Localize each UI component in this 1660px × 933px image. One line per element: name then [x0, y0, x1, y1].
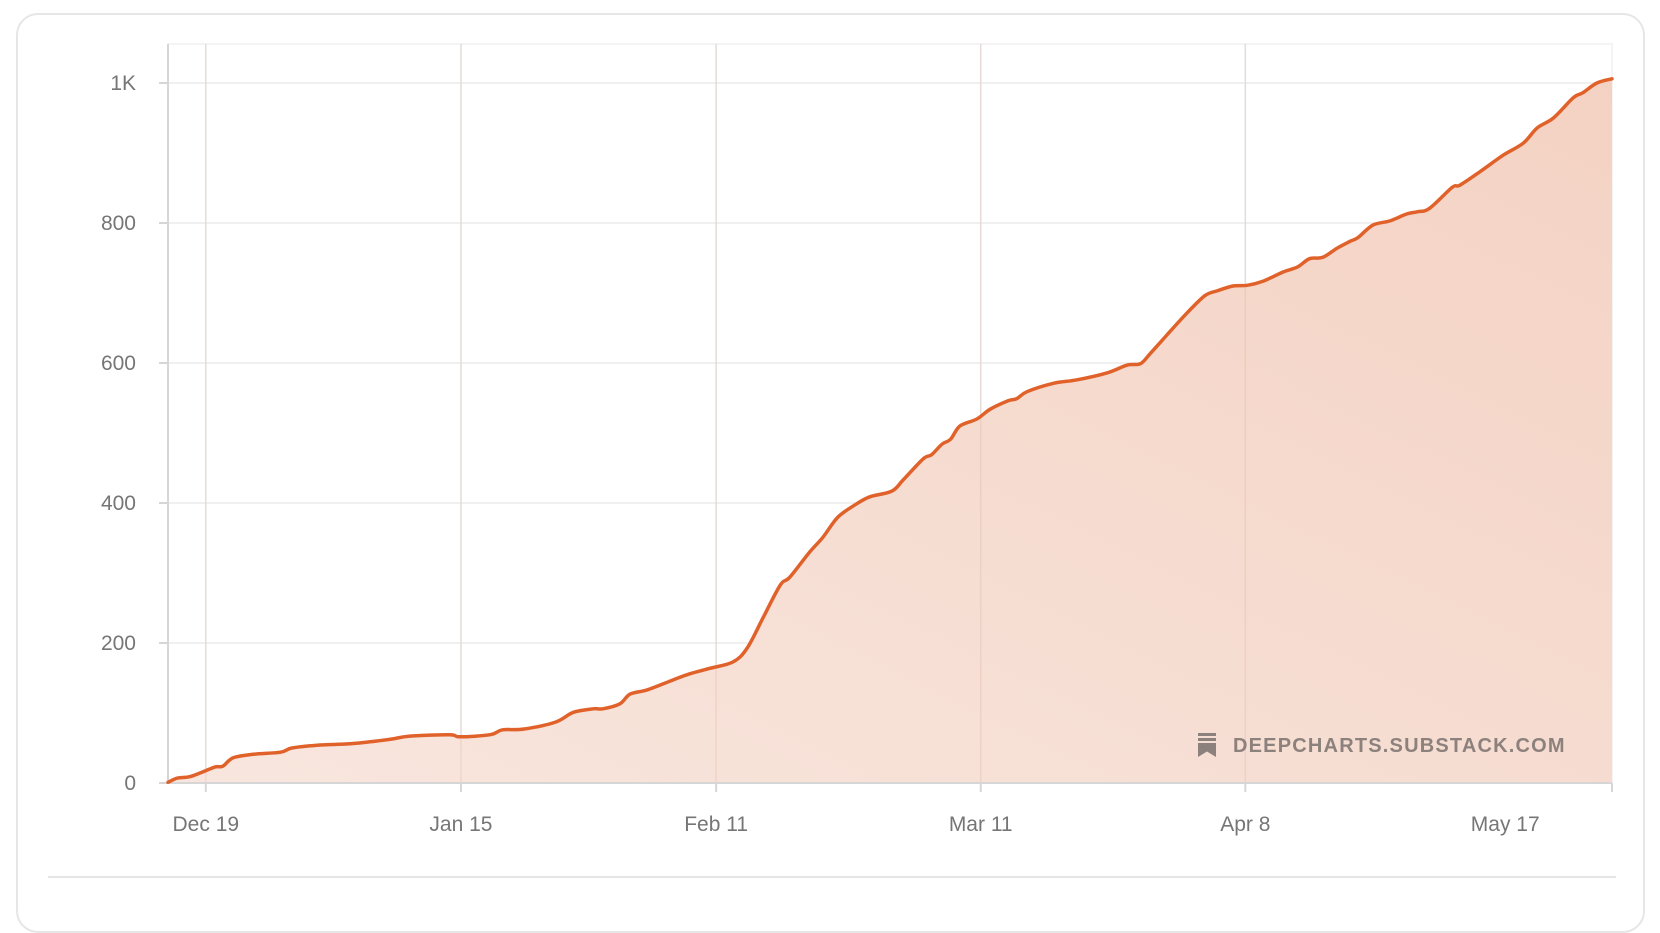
y-tick-label: 200 — [101, 632, 136, 655]
x-gridlines-over-fill — [205, 44, 1247, 783]
x-tick-label: May 17 — [1471, 813, 1540, 836]
x-axis-labels: Dec 19 Jan 15 Feb 11 Mar 11 Apr 8 May 17 — [173, 813, 1540, 836]
y-tick-label: 800 — [101, 212, 136, 235]
x-tick-label: Feb 11 — [684, 813, 748, 836]
y-tick-label: 0 — [124, 772, 136, 795]
subscriber-line — [166, 77, 1614, 785]
substack-bookmark-icon — [1198, 733, 1216, 757]
watermark: DEEPCHARTS.SUBSTACK.COM — [1198, 733, 1566, 757]
x-tick-label: Dec 19 — [173, 813, 240, 836]
y-axis-labels: 0 200 400 600 800 1K — [101, 72, 136, 795]
subscriber-area-chart: 0 200 400 600 800 1K Dec 19 Jan 15 Feb 11 Mar 11… — [101, 43, 1614, 836]
y-tick-label: 400 — [101, 492, 136, 515]
y-tick-label: 1K — [110, 72, 136, 95]
bottom-divider — [48, 876, 1616, 878]
x-tick-label: Jan 15 — [429, 813, 492, 836]
y-tick-label: 600 — [101, 352, 136, 375]
area-fill — [168, 78, 1612, 784]
x-tick-label: Mar 11 — [949, 813, 1013, 836]
watermark-text: DEEPCHARTS.SUBSTACK.COM — [1233, 735, 1566, 757]
x-tick-label: Apr 8 — [1220, 813, 1270, 836]
